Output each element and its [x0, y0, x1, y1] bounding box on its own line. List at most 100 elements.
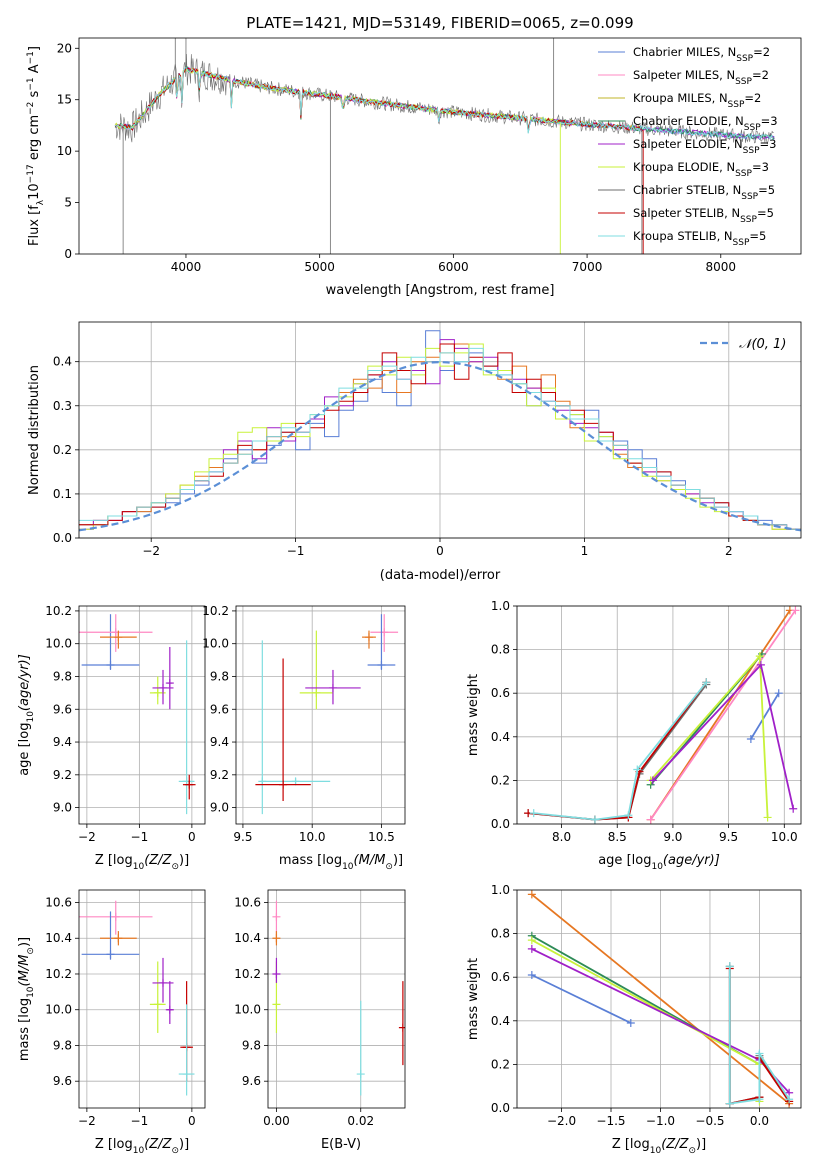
weight-line — [649, 609, 797, 821]
label-part: −17 — [26, 164, 36, 183]
data-point — [328, 683, 337, 692]
y-axis-label: mass weight — [466, 958, 481, 1040]
y-tick-label: 0.0 — [53, 531, 72, 545]
label-part: A — [27, 64, 42, 77]
x-tick-label: 4000 — [171, 260, 202, 274]
label-part: −1 — [26, 51, 36, 64]
x-tick-label: 1 — [581, 544, 589, 558]
label-part: −1 — [26, 77, 36, 90]
legend-label: Salpeter ELODIE, NSSP=3 — [633, 137, 776, 156]
x-tick-label: 0 — [188, 1114, 196, 1128]
x-tick-label: −2 — [142, 544, 160, 558]
label-part: Chabrier STELIB, N — [633, 183, 741, 197]
label-part: =2 — [753, 45, 770, 59]
x-tick-label: 6000 — [438, 260, 469, 274]
label-part: 10 — [133, 862, 145, 872]
data-point — [272, 969, 281, 978]
y-tick-label: 9.8 — [242, 1038, 261, 1052]
gaussian-curve — [79, 360, 801, 532]
y-tick-label: 9.0 — [53, 801, 72, 815]
y-tick-label: 0.2 — [491, 773, 510, 787]
x-axis-label: Z [log10(Z/Z⊙)] — [612, 1137, 706, 1156]
weight-marker — [755, 1095, 764, 1104]
data-point — [291, 777, 300, 786]
plot-area — [79, 330, 801, 532]
label-part: λ — [36, 199, 46, 205]
histogram-step — [79, 347, 801, 530]
y-tick-label: 9.8 — [53, 669, 72, 683]
x-tick-label: 0.0 — [750, 1114, 769, 1128]
y-tick-label: 0.0 — [491, 1101, 510, 1115]
x-tick-label: −1.0 — [646, 1114, 675, 1128]
y-tick-label: 10.2 — [45, 604, 72, 618]
x-tick-label: 8.0 — [552, 830, 571, 844]
y-tick-label: 0.8 — [491, 643, 510, 657]
data-point — [272, 934, 281, 943]
label-part: Chabrier ELODIE, N — [633, 114, 744, 128]
label-part: =2 — [744, 91, 761, 105]
data-point — [356, 1070, 365, 1079]
label-part: Chabrier MILES, N — [633, 45, 736, 59]
weight-marker — [785, 1095, 794, 1104]
plot-area — [114, 38, 775, 254]
y-tick-label: 9.6 — [53, 702, 72, 716]
axes-mass_vs_z: −2 −1 0 9.6 9.8 10.0 10.2 10.4 10.6 — [45, 889, 206, 1128]
label-part: (M/M — [354, 853, 386, 868]
weight-line — [531, 893, 790, 1105]
axes-frame — [235, 605, 406, 825]
x-tick-label: −0.5 — [695, 1114, 724, 1128]
legend-label: Chabrier ELODIE, NSSP=3 — [633, 114, 778, 133]
label-part: Z [log — [612, 1137, 650, 1152]
label-part: =3 — [760, 137, 777, 151]
x-tick-label: 8000 — [706, 260, 737, 274]
weight-marker — [590, 815, 599, 824]
y-tick-label: 0.4 — [491, 1014, 510, 1028]
y-axis-label: mass [log10(M/M⊙)] — [17, 937, 36, 1061]
weight-marker — [527, 944, 536, 953]
label-part: ⊙ — [171, 862, 179, 872]
plot-area — [79, 614, 196, 815]
legend-label: Kroupa MILES, NSSP=2 — [633, 91, 761, 110]
label-part: (Z/Z — [144, 1137, 172, 1152]
y-tick-label: 20 — [57, 41, 72, 55]
weight-marker — [725, 1099, 734, 1108]
y-tick-label: 0.4 — [491, 730, 510, 744]
y-tick-label: 1.0 — [491, 883, 510, 897]
x-axis-label: mass [log10(M/M⊙)] — [279, 853, 403, 872]
spectrum-line — [114, 67, 644, 254]
x-axis-label: E(B-V) — [321, 1137, 361, 1152]
data-point — [377, 661, 386, 670]
x-tick-label: −1 — [131, 830, 149, 844]
label-part: 10 — [26, 986, 36, 998]
label-part: SSP — [740, 215, 757, 225]
label-part: ⊙ — [688, 1146, 696, 1156]
x-tick-label: 10.0 — [299, 830, 326, 844]
data-point — [165, 1005, 174, 1014]
axes-frame — [78, 37, 802, 255]
y-tick-label: 10.6 — [45, 896, 72, 910]
label-part: ⊙ — [385, 862, 393, 872]
y-axis-label: age [log10(age/yr)] — [17, 654, 36, 776]
data-point — [312, 688, 321, 697]
label-part: )] — [179, 853, 189, 868]
label-part: Kroupa MILES, N — [633, 91, 728, 105]
axes-frame — [78, 605, 206, 825]
weight-line — [531, 935, 761, 1098]
weight-marker — [725, 962, 734, 971]
data-point — [185, 780, 194, 789]
label-part: Kroupa STELIB, N — [633, 229, 733, 243]
y-tick-label: 9.6 — [53, 1074, 72, 1088]
x-tick-label: 9.5 — [233, 830, 252, 844]
y-tick-label: 0.8 — [491, 927, 510, 941]
label-part: (Z/Z — [144, 853, 172, 868]
label-part: (Z/Z — [661, 1137, 689, 1152]
label-part: erg cm — [27, 115, 42, 164]
legend-label: 𝒩(0, 1) — [739, 337, 786, 352]
y-tick-label: 0.4 — [53, 355, 72, 369]
data-point — [182, 1070, 191, 1079]
label-part: ⊙ — [26, 947, 36, 955]
weight-marker — [789, 804, 798, 813]
y-tick-label: 0.0 — [491, 817, 510, 831]
